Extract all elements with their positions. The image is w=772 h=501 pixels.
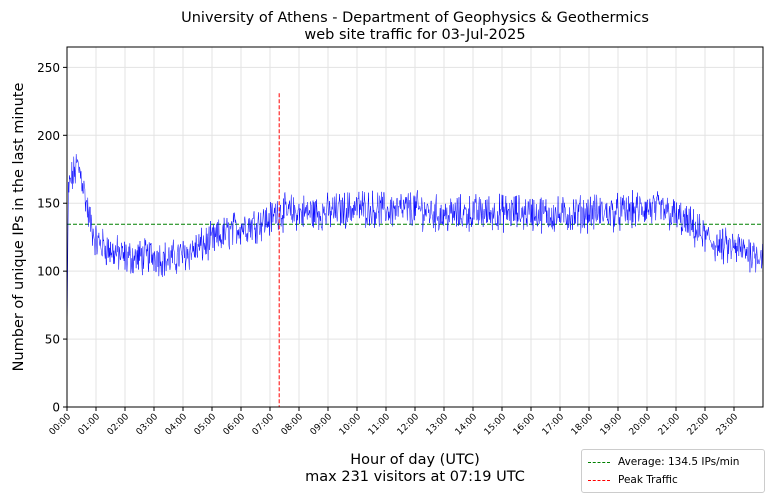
x-tick-label: 01:00 — [77, 412, 103, 438]
x-tick-label: 11:00 — [367, 412, 393, 438]
peak-note: max 231 visitors at 07:19 UTC — [305, 469, 525, 485]
x-tick-label: 07:00 — [251, 412, 277, 438]
legend: Average: 134.5 IPs/min Peak Traffic — [581, 449, 765, 493]
x-tick-label: 04:00 — [164, 412, 190, 438]
chart-title: University of Athens - Department of Geo… — [181, 10, 649, 26]
chart-subtitle: web site traffic for 03-Jul-2025 — [304, 27, 525, 43]
legend-label-peak: Peak Traffic — [618, 474, 678, 486]
x-tick-label: 08:00 — [280, 412, 306, 438]
y-tick-label: 250 — [37, 61, 60, 75]
x-tick-label: 21:00 — [657, 412, 683, 438]
x-tick-label: 05:00 — [193, 412, 219, 438]
x-tick-label: 22:00 — [686, 412, 712, 438]
x-tick-label: 10:00 — [338, 412, 364, 438]
x-tick-label: 02:00 — [106, 412, 132, 438]
x-tick-label: 18:00 — [570, 412, 596, 438]
x-axis-ticks: 00:00 01:00 02:00 03:00 04:00 05:00 06:00 07:00… — [48, 407, 741, 438]
y-tick-label: 50 — [45, 333, 60, 347]
x-tick-label: 19:00 — [599, 412, 625, 438]
series-line — [66, 154, 763, 346]
x-tick-label: 03:00 — [135, 412, 161, 438]
grid-lines — [66, 47, 763, 408]
legend-swatch-average — [588, 461, 610, 463]
x-tick-label: 14:00 — [454, 412, 480, 438]
x-axis-label: Hour of day (UTC) — [350, 452, 479, 468]
y-axis-ticks: 0 50 100 150 200 250 — [37, 61, 67, 415]
x-tick-label: 17:00 — [541, 412, 567, 438]
legend-label-average: Average: 134.5 IPs/min — [618, 456, 740, 468]
x-tick-label: 12:00 — [396, 412, 422, 438]
y-tick-label: 200 — [37, 129, 60, 143]
legend-item-average: Average: 134.5 IPs/min — [588, 455, 739, 469]
x-tick-label: 15:00 — [483, 412, 509, 438]
series-layer — [66, 154, 763, 346]
y-tick-label: 100 — [37, 265, 60, 279]
x-tick-label: 16:00 — [512, 412, 538, 438]
x-tick-label: 13:00 — [425, 412, 451, 438]
legend-item-peak: Peak Traffic — [588, 473, 678, 487]
x-tick-label: 00:00 — [48, 412, 74, 438]
y-tick-label: 150 — [37, 197, 60, 211]
x-tick-label: 09:00 — [309, 412, 335, 438]
y-tick-label: 0 — [52, 401, 60, 415]
x-tick-label: 06:00 — [222, 412, 248, 438]
x-tick-label: 20:00 — [628, 412, 654, 438]
legend-swatch-peak — [588, 479, 610, 481]
x-tick-label: 23:00 — [715, 412, 741, 438]
y-axis-label: Number of unique IPs in the last minute — [11, 83, 27, 372]
